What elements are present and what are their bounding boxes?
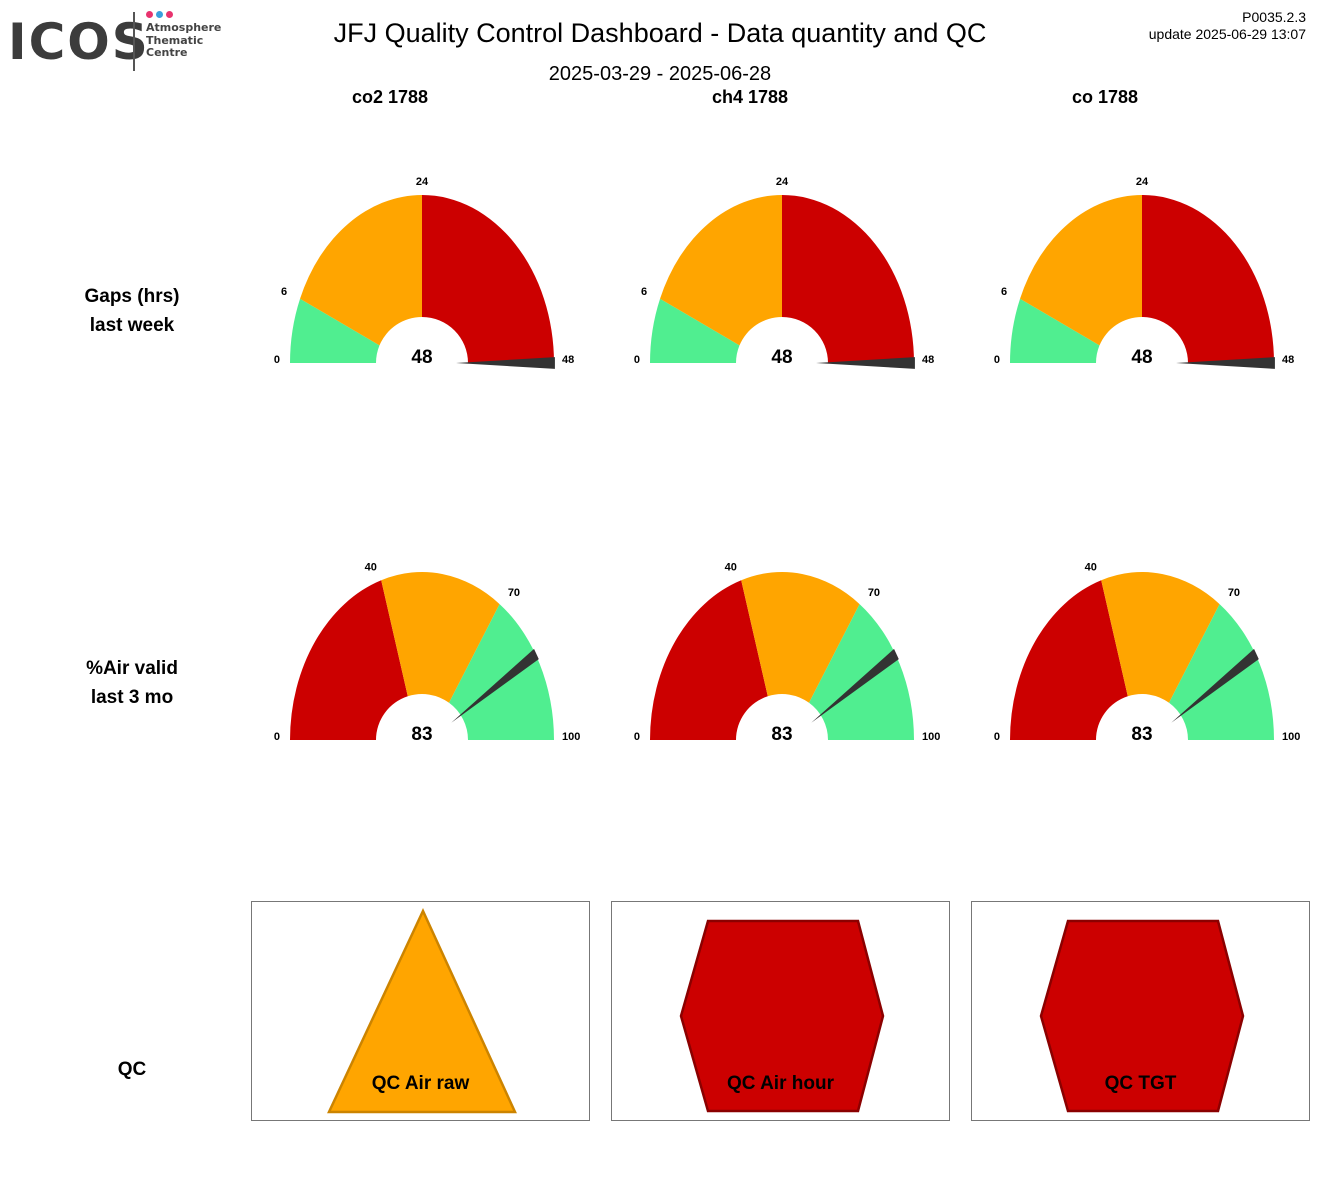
gauge-band [290,298,380,363]
gauge-band [741,572,860,703]
gauge-band [449,604,554,740]
gauge-band [650,298,740,363]
gauge-tick-label: 24 [416,176,429,188]
gauge-tick-label: 70 [1228,587,1240,599]
gauge-tick-label: 40 [365,562,377,574]
qc-panel-tgt: QC TGT [971,901,1310,1121]
gauge-needle [456,357,555,369]
logo-subtitle-line: Atmosphere [146,21,222,34]
gauge-needle [451,648,539,723]
qc-shape-svg [327,908,517,1114]
gauge-tick-label: 48 [1282,354,1294,366]
gauge-tick-label: 0 [634,354,640,366]
logo-dot [166,11,173,18]
column-header-co: co 1788 [1071,87,1139,107]
gauge-tick-label: 40 [725,562,737,574]
gauge-band [1010,298,1100,363]
qc-label: QC TGT [1104,1073,1177,1094]
gauge-tick-label: 6 [641,286,647,298]
gauge-tick-label: 48 [922,354,934,366]
qc-panel-air-raw: QC Air raw [251,901,590,1121]
gauge-value-label: 83 [771,724,792,745]
gauge-value-label: 48 [411,347,432,368]
gauge-band [660,195,782,346]
gauge-needle [811,648,899,723]
gauge-tick-label: 24 [776,176,789,188]
gauge-tick-label: 100 [562,731,580,743]
gauge-tick-label: 100 [1282,731,1300,743]
update-timestamp: update 2025-06-29 13:07 [1148,26,1306,42]
date-range: 2025-03-29 - 2025-06-28 [548,63,772,85]
logo-dots [146,11,186,20]
page-title: JFJ Quality Control Dashboard - Data qua… [333,18,987,48]
gauge-tick-label: 0 [994,731,1000,743]
logo-subtitle: Atmosphere Thematic Centre [146,21,222,60]
gauge-band [1169,604,1274,740]
column-header-ch4: ch4 1788 [711,87,789,107]
icos-logo: ICOS [8,13,150,71]
qc-label: QC Air hour [727,1073,834,1094]
gauge-band [422,195,554,363]
row-label-qc: QC [117,1059,147,1080]
gauge-tick-label: 70 [868,587,880,599]
gauge-band [300,194,422,346]
gauge-band [1010,580,1128,740]
gauge-tick-label: 0 [274,354,280,366]
qc-status-triangle [327,908,517,1114]
gauge-band [782,195,914,363]
logo-subtitle-line: Centre [146,46,188,59]
gauge-tick-label: 0 [634,731,640,743]
qc-shape-svg [1039,919,1245,1113]
gauge-band [381,572,500,703]
gauge-tick-label: 24 [1136,176,1149,188]
qc-panel-air-hour: QC Air hour [611,901,950,1121]
gauge-needle [1171,648,1259,723]
gauge-needle [1176,357,1275,369]
logo-dot [156,11,163,18]
gauge-band [290,580,408,740]
gauge-value-label: 83 [411,724,432,745]
gauge-tick-label: 70 [508,587,520,599]
row-label-air-valid: %Air valid last 3 mo [32,655,232,712]
gauge-band [809,604,914,740]
gauge-band [1101,572,1220,703]
gauge-band [650,580,768,740]
qc-label: QC Air raw [371,1073,470,1094]
row-label-line: %Air valid [86,658,178,679]
gauge-band [1020,195,1142,346]
gauge-tick-label: 0 [994,354,1000,366]
row-label-line: last 3 mo [90,686,174,708]
gauge-tick-label: 48 [562,354,574,366]
row-label-gaps: Gaps (hrs) last week [32,283,232,340]
qc-shape-svg [679,919,885,1113]
qc-status-hexagon [679,919,885,1113]
logo-subtitle-line: Thematic [146,33,204,47]
logo-dot [146,11,153,18]
gauge-tick-label: 0 [274,731,280,743]
gauge-value-label: 83 [1131,724,1152,745]
row-label-line: last week [89,314,175,336]
logo-divider [133,12,135,71]
gauge-tick-label: 6 [1001,286,1007,298]
gauge-value-label: 48 [1131,347,1152,368]
gauge-tick-label: 40 [1085,562,1097,574]
qc-status-hexagon [1039,919,1245,1113]
gauge-tick-label: 6 [281,286,287,298]
gauge-band [1142,195,1274,363]
gauge-needle [816,357,915,369]
gauge-value-label: 48 [771,347,792,368]
row-label-line: Gaps (hrs) [84,286,180,307]
version-label: P0035.2.3 [1242,9,1306,25]
gauge-tick-label: 100 [922,731,940,743]
column-header-co2: co2 1788 [351,87,429,107]
